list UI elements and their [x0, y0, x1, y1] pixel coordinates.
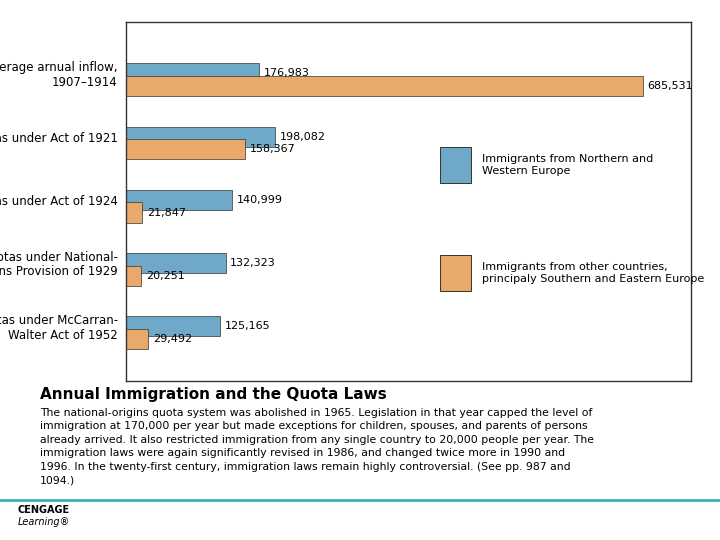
Text: 140,999: 140,999 [237, 195, 283, 205]
Text: 29,492: 29,492 [153, 334, 192, 344]
Text: Annual Immigration and the Quota Laws: Annual Immigration and the Quota Laws [40, 387, 387, 402]
Bar [126, 63, 259, 84]
Text: 158,367: 158,367 [250, 144, 296, 154]
Text: 176,983: 176,983 [264, 69, 310, 78]
Bar [126, 266, 141, 286]
Text: 685,531: 685,531 [647, 81, 693, 91]
Text: 132,323: 132,323 [230, 258, 276, 268]
Bar [126, 202, 143, 222]
Text: 21,847: 21,847 [147, 207, 186, 218]
Bar [126, 139, 246, 159]
Bar [126, 76, 643, 96]
Text: The national-origins quota system was abolished in 1965. Legislation in that yea: The national-origins quota system was ab… [40, 408, 593, 485]
Bar [126, 316, 220, 336]
Text: 198,082: 198,082 [280, 132, 325, 141]
Bar [126, 329, 148, 349]
Text: Immigrants from other countries,
principaly Southern and Eastern Europe: Immigrants from other countries, princip… [482, 262, 704, 284]
Bar [126, 126, 275, 147]
Bar [126, 190, 233, 210]
Text: 125,165: 125,165 [225, 321, 271, 332]
Text: 20,251: 20,251 [145, 271, 184, 281]
Text: Immigrants from Northern and
Western Europe: Immigrants from Northern and Western Eur… [482, 154, 653, 176]
FancyBboxPatch shape [440, 147, 471, 183]
Text: Learning®: Learning® [18, 517, 71, 528]
FancyBboxPatch shape [440, 255, 471, 291]
Bar [126, 253, 225, 273]
Text: CENGAGE: CENGAGE [18, 505, 70, 515]
